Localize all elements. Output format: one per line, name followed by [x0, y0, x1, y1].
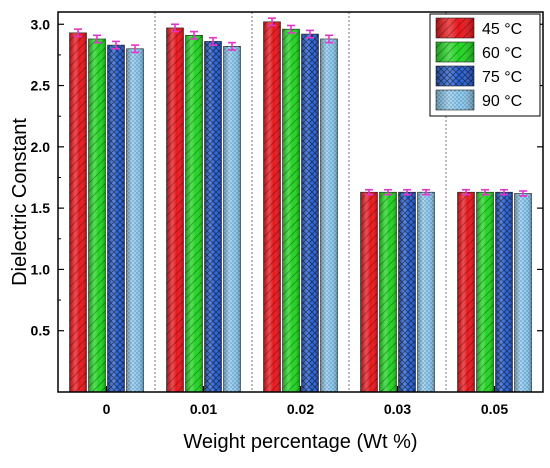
y-tick-label: 2.0: [31, 139, 51, 155]
bar: [457, 191, 475, 393]
y-tick-label: 1.0: [31, 261, 51, 277]
x-tick-label: 0.05: [481, 401, 508, 417]
legend-label: 90 °C: [482, 93, 522, 110]
legend-item: 75 °C: [435, 65, 522, 87]
bar: [379, 191, 397, 393]
error-bar: [403, 188, 411, 196]
error-bars: [74, 17, 527, 197]
y-tick-label: 2.5: [31, 78, 51, 94]
error-bar: [112, 40, 120, 50]
error-bar: [481, 188, 489, 196]
y-tick-label: 1.5: [31, 200, 51, 216]
error-bar: [306, 29, 314, 39]
error-bar: [228, 41, 236, 51]
x-axis: 0 0.01 0.02 0.03 0.05: [103, 386, 508, 417]
error-bar: [268, 17, 276, 27]
bar: [88, 38, 106, 393]
error-bar: [519, 190, 527, 197]
error-bar: [500, 188, 508, 196]
bar: [476, 191, 494, 393]
y-tick-label: 3.0: [31, 16, 51, 32]
x-tick-label: 0: [103, 401, 111, 417]
bar: [360, 191, 378, 393]
bar: [263, 21, 281, 393]
error-bar: [190, 30, 198, 40]
error-bar: [131, 44, 139, 54]
error-bar: [325, 34, 333, 44]
x-tick-label: 0.02: [287, 401, 314, 417]
legend-label: 60 °C: [482, 45, 522, 62]
x-axis-title: Weight percentage (Wt %): [183, 431, 417, 453]
bar: [204, 41, 222, 393]
error-bar: [365, 188, 373, 196]
bar: [126, 48, 144, 393]
legend-item: 60 °C: [435, 41, 522, 63]
error-bar: [462, 188, 470, 196]
category-separators: [154, 12, 447, 392]
error-bar: [74, 28, 82, 38]
error-bar: [171, 23, 179, 33]
bar: [301, 33, 319, 393]
x-tick-label: 0.01: [190, 401, 217, 417]
bar: [223, 46, 241, 393]
bar: [166, 27, 184, 393]
bar: [107, 44, 125, 393]
error-bar: [422, 188, 430, 196]
bar: [514, 193, 532, 393]
legend-label: 75 °C: [482, 69, 522, 86]
error-bar: [209, 36, 217, 46]
bar: [185, 34, 203, 393]
x-tick-label: 0.03: [384, 401, 411, 417]
legend-label: 45 °C: [482, 21, 522, 38]
legend-item: 45 °C: [435, 17, 522, 39]
bar: [69, 32, 87, 393]
y-axis-title: Dielectric Constant: [9, 118, 31, 286]
bar: [495, 191, 513, 393]
bar: [398, 191, 416, 393]
error-bar: [384, 188, 392, 196]
bars: [69, 21, 532, 393]
bar: [282, 28, 300, 393]
bar: [417, 191, 435, 393]
legend-item: 90 °C: [435, 89, 522, 111]
y-tick-label: 0.5: [31, 323, 51, 339]
bar: [320, 38, 338, 393]
y-axis: 0.5 1.0 1.5 2.0 2.5 3.0: [31, 16, 543, 339]
error-bar: [93, 34, 101, 44]
legend: 45 °C 60 °C 75 °C 90 °C: [429, 13, 541, 117]
error-bar: [287, 24, 295, 34]
